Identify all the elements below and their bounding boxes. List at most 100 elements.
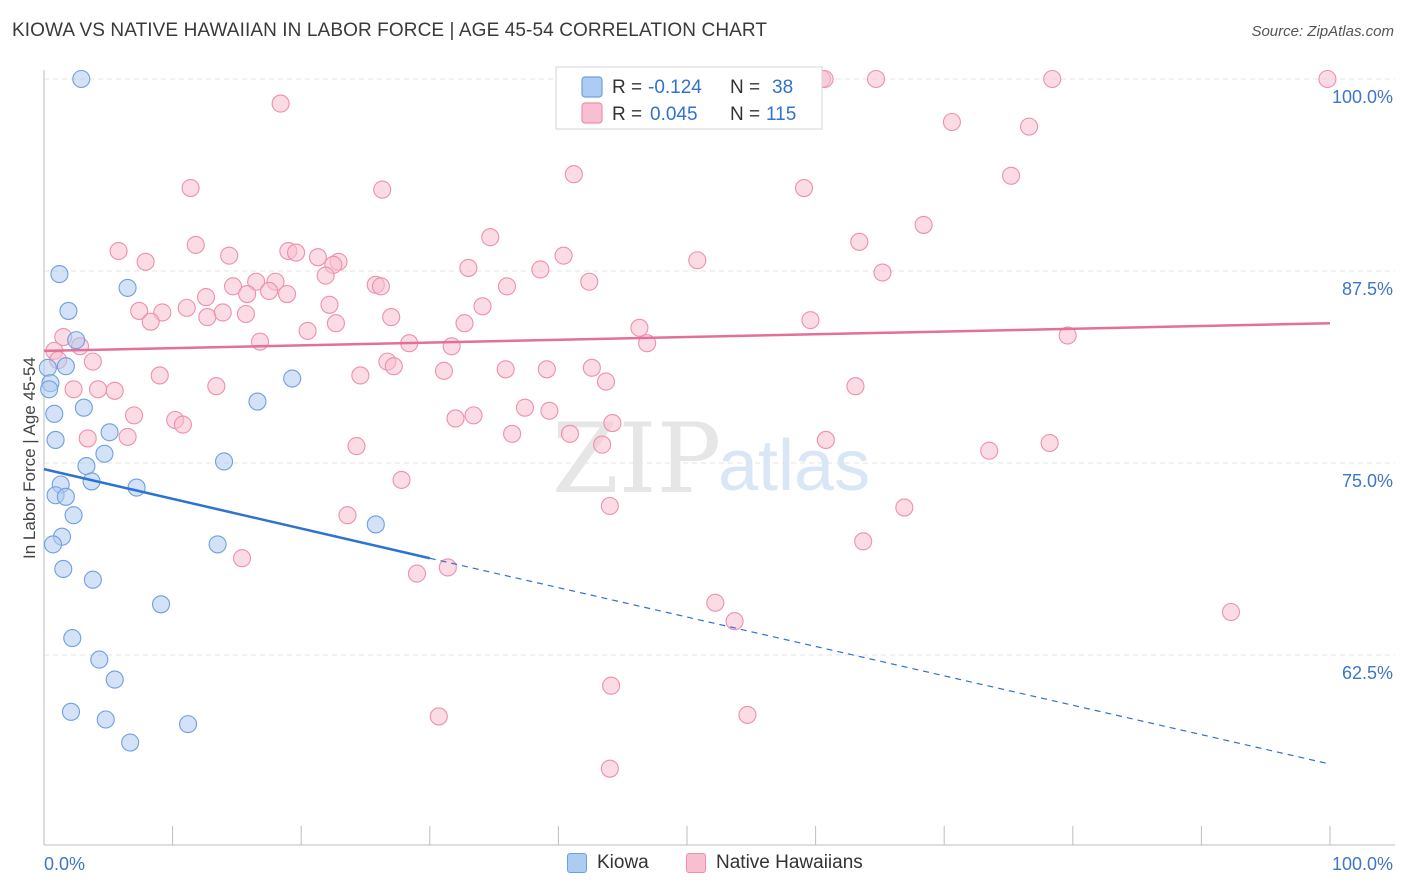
kiowa-points <box>38 69 385 752</box>
native-hawaiian-point <box>1040 433 1059 453</box>
kiowa-point <box>105 670 124 689</box>
native-hawaiian-point <box>442 337 461 356</box>
legend-swatch-hawaiians-bottom <box>686 853 706 873</box>
native-hawaiian-point <box>130 301 149 320</box>
native-hawaiian-point <box>338 506 357 525</box>
kiowa-point <box>43 535 63 554</box>
kiowa-point <box>50 265 69 284</box>
x-tick-label-min: 0.0% <box>44 854 85 874</box>
kiowa-point <box>208 535 227 554</box>
native-hawaiian-point <box>895 498 914 517</box>
native-hawaiian-point <box>706 593 725 612</box>
native-hawaiian-point <box>247 272 266 291</box>
native-hawaiian-point <box>371 277 390 296</box>
y-tick-label: 100.0% <box>1332 87 1393 107</box>
kiowa-point <box>56 487 75 506</box>
native-hawaiian-point <box>238 284 257 304</box>
native-hawaiian-point <box>602 676 621 695</box>
native-hawaiian-point <box>1020 117 1039 136</box>
native-hawaiian-point <box>459 258 478 277</box>
watermark-atlas: atlas <box>718 426 870 506</box>
native-hawaiians-trend-line <box>43 321 1331 353</box>
native-hawaiian-point <box>88 380 108 399</box>
native-hawaiian-point <box>64 380 83 399</box>
kiowa-point <box>127 478 146 497</box>
legend-item-kiowa: Kiowa <box>567 852 649 874</box>
watermark-zip: ZIP <box>552 403 721 515</box>
native-hawaiian-point <box>515 398 535 417</box>
legend-n-value-kiowa: 38 <box>772 77 793 98</box>
kiowa-point <box>366 515 385 534</box>
native-hawaiian-point <box>373 180 392 199</box>
native-hawaiian-point <box>136 252 155 271</box>
y-axis-title: In Labor Force | Age 45-54 <box>20 357 39 559</box>
kiowa-point <box>59 301 78 320</box>
native-hawaiian-point <box>873 263 892 282</box>
legend-swatch-kiowa <box>581 76 603 98</box>
grid-lines <box>44 78 1395 656</box>
native-hawaiian-point <box>846 377 865 396</box>
native-hawaiian-point <box>207 377 226 396</box>
native-hawaiian-point <box>688 251 707 270</box>
kiowa-point <box>56 357 75 376</box>
y-tick-label: 75.0% <box>1342 471 1393 491</box>
kiowa-point <box>95 444 114 463</box>
native-hawaiian-point <box>446 409 465 428</box>
native-hawaiian-point <box>801 311 820 330</box>
native-hawaiian-point <box>124 406 144 425</box>
legend-r-value-hawaiian: 0.045 <box>650 104 698 125</box>
axes <box>43 70 1395 846</box>
kiowa-point <box>118 278 137 297</box>
kiowa-point <box>63 629 82 648</box>
native-hawaiian-point <box>220 246 239 265</box>
kiowa-point <box>83 570 102 589</box>
native-hawaiian-point <box>600 759 619 778</box>
native-hawaiian-point <box>942 112 961 132</box>
chart-title: KIOWA VS NATIVE HAWAIIAN IN LABOR FORCE … <box>12 20 768 41</box>
y-tick-label: 87.5% <box>1342 279 1393 299</box>
native-hawaiian-point <box>150 366 169 385</box>
legend-label-hawaiians: Native Hawaiians <box>716 852 863 873</box>
native-hawaiian-point <box>600 496 619 516</box>
native-hawaiian-point <box>980 441 999 460</box>
native-hawaiian-point <box>738 705 757 724</box>
source-label: Source: ZipAtlas.com <box>1251 23 1394 40</box>
native-hawaiian-point <box>816 430 835 450</box>
native-hawaiian-point <box>596 372 616 391</box>
legend-r-label-kiowa: R = <box>612 77 642 98</box>
native-hawaiian-point <box>1318 69 1337 89</box>
native-hawaiian-point <box>434 361 453 380</box>
kiowa-point <box>74 398 93 417</box>
native-hawaiian-point <box>384 357 403 376</box>
kiowa-point <box>45 404 64 423</box>
kiowa-point <box>77 457 96 476</box>
native-hawaiian-point <box>1221 602 1241 622</box>
native-hawaiian-point <box>464 406 483 425</box>
legend-bottom: Kiowa Native Hawaiians <box>0 852 1406 878</box>
native-hawaiian-point <box>196 288 216 307</box>
native-hawaiian-point <box>540 401 559 420</box>
native-hawaiian-point <box>455 314 474 333</box>
kiowa-point <box>61 702 81 721</box>
kiowa-point <box>178 715 198 734</box>
legend-n-label-hawaiian: N = <box>730 104 760 125</box>
native-hawaiian-point <box>347 437 366 456</box>
kiowa-trend-line <box>43 467 431 560</box>
native-hawaiian-point <box>259 281 279 301</box>
kiowa-point <box>54 559 73 579</box>
y-tick-label: 62.5% <box>1342 663 1393 683</box>
kiowa-point <box>100 423 119 442</box>
native-hawaiian-point <box>392 470 411 489</box>
kiowa-trend-line-extrapolated <box>429 557 1331 765</box>
native-hawaiian-point <box>496 360 515 379</box>
native-hawaiian-point <box>326 314 345 333</box>
native-hawaiian-point <box>177 298 196 317</box>
kiowa-point <box>40 380 59 399</box>
native-hawaiian-point <box>564 165 583 184</box>
native-hawaiian-point <box>78 429 97 448</box>
native-hawaiian-point <box>287 243 306 262</box>
legend-r-value-kiowa: -0.124 <box>648 77 702 98</box>
native-hawaiian-point <box>481 228 500 247</box>
native-hawaiian-point <box>141 312 160 331</box>
